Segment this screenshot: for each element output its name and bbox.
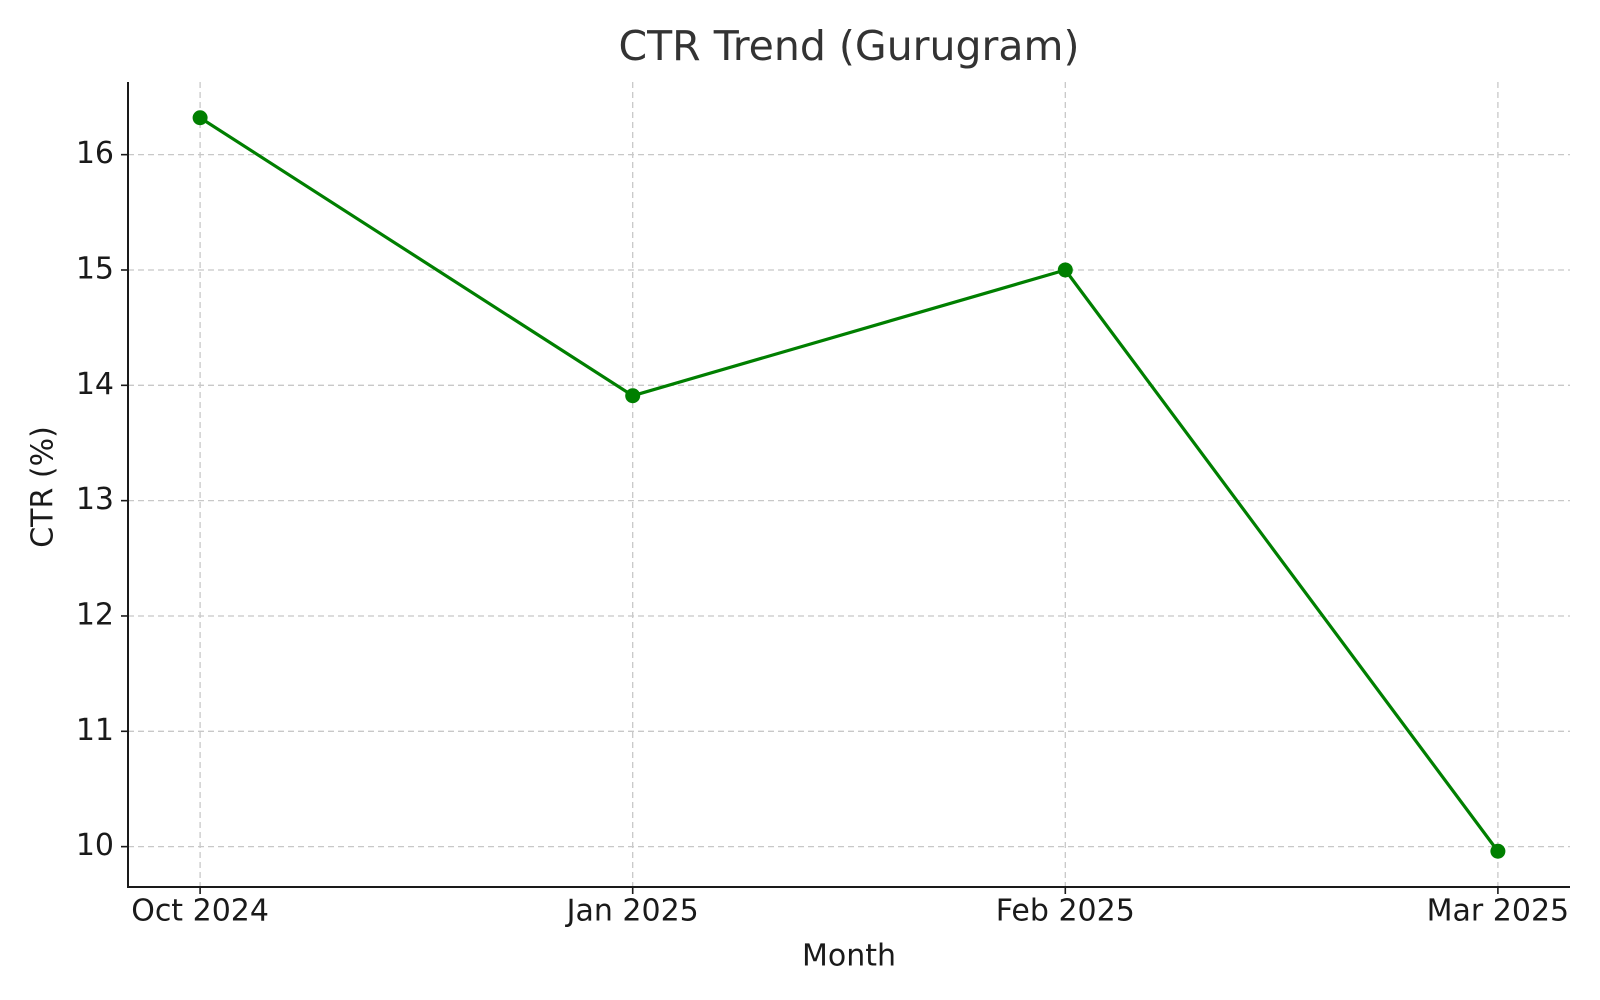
marker (1057, 262, 1073, 278)
y-axis-label: CTR (%) (26, 426, 61, 548)
x-tick-label: Jan 2025 (565, 894, 699, 929)
marker (192, 110, 208, 126)
marker (625, 388, 641, 404)
y-tick-label: 12 (76, 597, 114, 632)
line (199, 116, 1500, 853)
y-tick-label: 10 (76, 828, 114, 863)
marker (1490, 843, 1506, 859)
y-tick-label: 15 (76, 251, 114, 286)
y-tick-label: 14 (76, 367, 114, 402)
x-axis-label: Month (802, 939, 896, 974)
x-tick-label: Feb 2025 (996, 894, 1135, 929)
x-tick-label: Oct 2024 (131, 894, 269, 929)
chart-title: CTR Trend (Gurugram) (619, 22, 1080, 70)
y-tick-label: 11 (76, 713, 114, 748)
y-tick-label: 16 (76, 136, 114, 171)
y-tick-label: 13 (76, 482, 114, 517)
x-tick-label: Mar 2025 (1427, 894, 1570, 929)
